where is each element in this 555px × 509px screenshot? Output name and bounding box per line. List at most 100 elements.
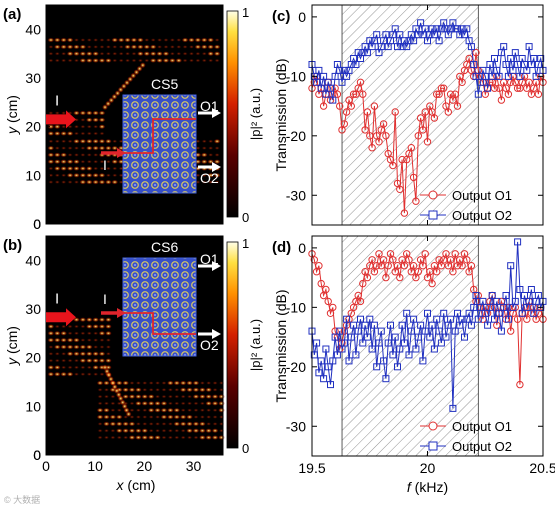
field-spot bbox=[161, 394, 167, 399]
data-point bbox=[352, 351, 360, 359]
field-spot bbox=[92, 58, 100, 63]
data-point bbox=[511, 297, 519, 305]
field-spot bbox=[180, 435, 186, 440]
field-spot bbox=[188, 45, 195, 49]
field-spot bbox=[80, 124, 86, 129]
input-arrow bbox=[46, 110, 76, 129]
field-spot bbox=[174, 435, 180, 440]
field-spot bbox=[157, 45, 163, 49]
field-spot bbox=[186, 428, 194, 434]
field-spot bbox=[205, 394, 213, 399]
field-spot bbox=[131, 51, 137, 56]
field-spot bbox=[105, 352, 111, 356]
field-spot bbox=[206, 422, 212, 426]
field-spot bbox=[193, 408, 199, 413]
field-spot bbox=[73, 110, 80, 116]
data-point bbox=[368, 144, 376, 152]
field-spot bbox=[182, 45, 188, 49]
field-spot bbox=[96, 380, 104, 386]
field-spot bbox=[99, 45, 105, 49]
field-spot bbox=[96, 407, 104, 413]
data-point bbox=[513, 315, 522, 323]
field-spot bbox=[167, 435, 173, 440]
field-spot bbox=[186, 387, 194, 393]
data-point bbox=[373, 363, 381, 371]
field-spot bbox=[66, 172, 74, 178]
y-tick-label: -30 bbox=[286, 187, 306, 203]
field-spot bbox=[85, 166, 93, 171]
field-spot bbox=[98, 145, 106, 151]
field-spot bbox=[199, 428, 206, 434]
field-spot bbox=[105, 324, 112, 329]
field-spot bbox=[53, 124, 61, 130]
data-point bbox=[472, 48, 480, 57]
field-spot bbox=[92, 172, 100, 178]
data-point bbox=[433, 25, 441, 33]
field-spot bbox=[149, 44, 157, 50]
field-spot bbox=[73, 365, 80, 370]
field-spot bbox=[195, 146, 201, 150]
data-point bbox=[333, 351, 341, 359]
field-spot bbox=[85, 179, 93, 185]
field-spot bbox=[112, 58, 118, 63]
colorbar bbox=[226, 10, 239, 218]
field-spot bbox=[125, 411, 132, 418]
y-tick-label: 40 bbox=[25, 21, 41, 37]
data-point bbox=[470, 303, 478, 311]
field-spot bbox=[47, 330, 55, 336]
data-point bbox=[340, 339, 348, 347]
data-point bbox=[400, 339, 408, 347]
field-spot bbox=[111, 179, 119, 185]
field-spot bbox=[207, 37, 215, 43]
field-spot bbox=[99, 166, 105, 171]
data-point bbox=[477, 78, 485, 86]
data-point bbox=[484, 84, 492, 92]
domain-wall bbox=[121, 312, 196, 335]
y-tick-label: 20 bbox=[25, 350, 41, 366]
field-spot bbox=[205, 428, 213, 434]
y-tick-label: -30 bbox=[286, 418, 306, 434]
field-spot bbox=[157, 38, 163, 42]
field-spot bbox=[86, 338, 92, 342]
data-point bbox=[412, 197, 420, 205]
data-point bbox=[426, 333, 434, 341]
data-point bbox=[361, 321, 369, 329]
field-spot bbox=[105, 173, 111, 178]
y-tick-label: 20 bbox=[25, 119, 41, 135]
field-spot bbox=[85, 117, 93, 123]
legend: Output O1 Output O2 bbox=[420, 419, 512, 454]
field-spot bbox=[187, 394, 193, 399]
inset-input-label: I bbox=[103, 157, 107, 173]
field-spot bbox=[173, 421, 181, 427]
legend-marker bbox=[428, 441, 438, 451]
field-spot bbox=[105, 179, 112, 185]
data-point bbox=[391, 108, 399, 116]
field-spot bbox=[195, 51, 201, 56]
field-spot bbox=[93, 345, 99, 349]
field-spot bbox=[93, 166, 99, 171]
data-point bbox=[479, 297, 487, 305]
field-spot bbox=[167, 388, 173, 392]
field-spot bbox=[105, 166, 111, 171]
field-spot bbox=[61, 365, 67, 370]
field-spot bbox=[61, 180, 67, 184]
field-spot bbox=[112, 45, 118, 49]
data-point bbox=[377, 327, 385, 335]
x-tick-label: 0 bbox=[42, 458, 50, 474]
field-spot bbox=[53, 159, 61, 165]
field-spot bbox=[92, 179, 100, 185]
inset-input-label: I bbox=[103, 291, 107, 307]
field-spot bbox=[186, 414, 194, 420]
field-spot bbox=[85, 138, 93, 144]
data-point bbox=[454, 309, 461, 317]
field-spot bbox=[105, 345, 111, 349]
data-point bbox=[333, 90, 342, 98]
data-point bbox=[336, 102, 344, 110]
field-spot bbox=[67, 139, 73, 144]
data-point bbox=[449, 404, 457, 412]
field-spot bbox=[110, 401, 116, 406]
field-spot bbox=[199, 387, 206, 393]
data-point bbox=[440, 309, 448, 317]
field-spot bbox=[110, 408, 116, 413]
